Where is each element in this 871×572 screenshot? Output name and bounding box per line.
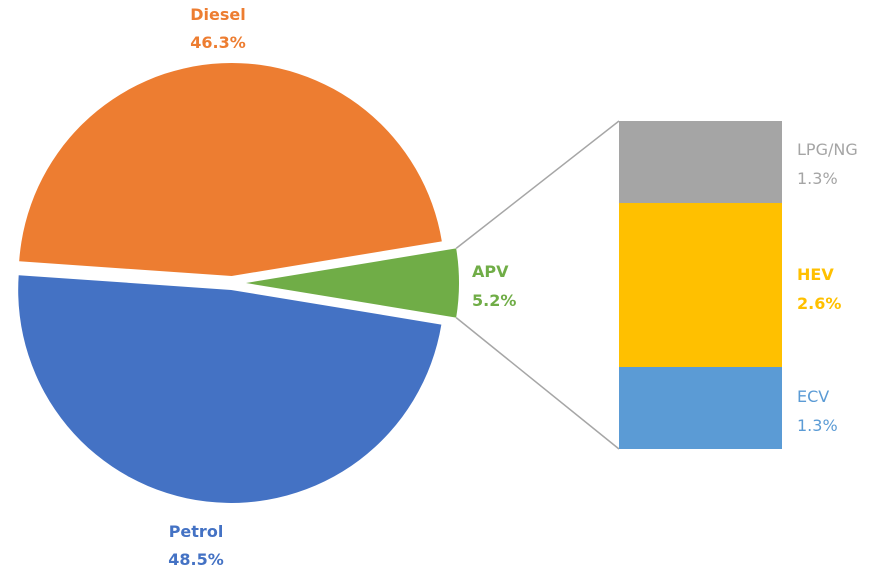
bar-segment-ecv — [619, 367, 782, 449]
segment-label-ecv-name: ECV — [797, 387, 829, 406]
segment-label-lpgng-name: LPG/NG — [797, 140, 858, 159]
connector-line-bottom — [455, 317, 620, 450]
slice-label-apv-value: 5.2% — [472, 291, 516, 310]
connector-lines — [455, 120, 620, 450]
slice-label-petrol-value: 48.5% — [168, 550, 224, 569]
segment-label-lpgng-value: 1.3% — [797, 169, 838, 188]
pie-slice-diesel — [19, 63, 442, 277]
breakdown-bar — [619, 121, 782, 449]
pie — [18, 63, 459, 503]
slice-label-diesel-name: Diesel — [190, 5, 245, 24]
slice-label-diesel-value: 46.3% — [190, 33, 246, 52]
pie-slice-apv — [246, 248, 459, 318]
segment-label-ecv-value: 1.3% — [797, 416, 838, 435]
segment-label-hev-value: 2.6% — [797, 294, 841, 313]
pie-slice-petrol — [18, 275, 442, 503]
slice-label-petrol-name: Petrol — [169, 522, 224, 541]
segment-label-hev-name: HEV — [797, 265, 834, 284]
bar-segment-lpgng — [619, 121, 782, 203]
connector-line-top — [455, 120, 620, 249]
slice-label-apv-name: APV — [472, 262, 509, 281]
bar-segment-hev — [619, 203, 782, 367]
